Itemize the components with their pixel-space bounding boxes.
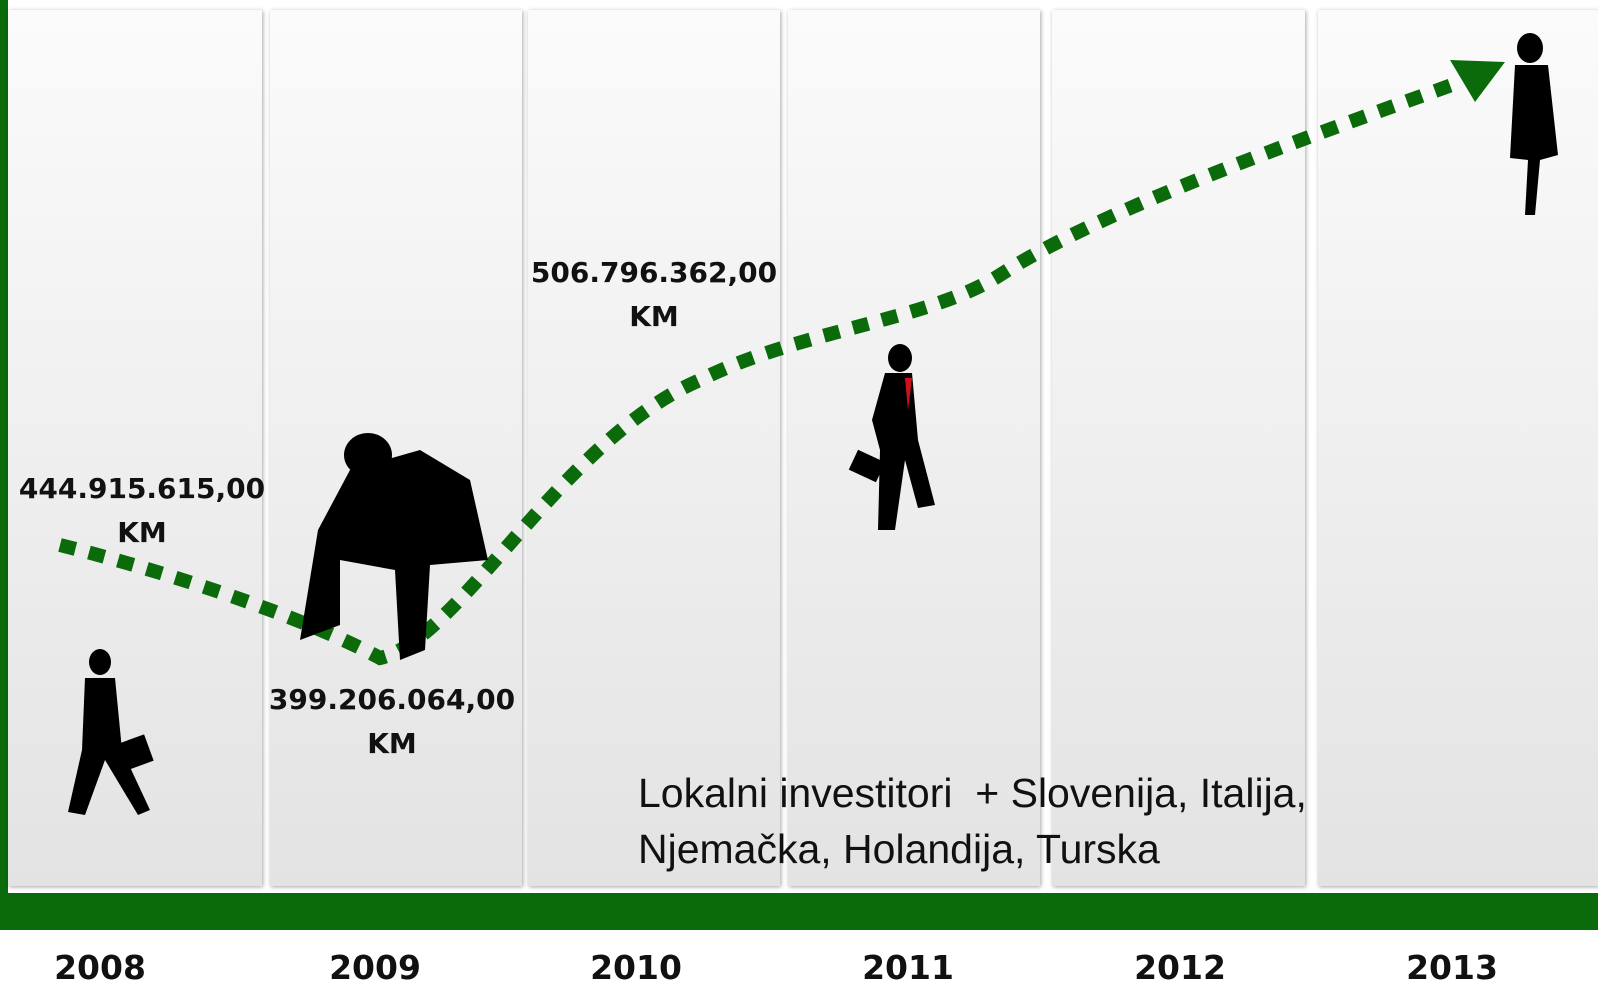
note-line: Lokalni investitori + Slovenija, Italija… [638, 770, 1307, 817]
year-label: 2008 [0, 948, 200, 987]
year-label: 2011 [808, 948, 1008, 987]
year-label: 2013 [1352, 948, 1552, 987]
amount-unit: KM [0, 511, 292, 555]
figure-walking [68, 649, 154, 815]
figure-climbing [849, 344, 935, 530]
trend-line [60, 82, 1460, 658]
slide: {"years": ["2008", "2009", "2010", "2011… [0, 0, 1598, 1005]
amount-unit: KM [504, 295, 804, 339]
year-label: 2010 [536, 948, 736, 987]
year-label: 2009 [275, 948, 475, 987]
amount-unit: KM [242, 722, 542, 766]
figure-standing [1510, 33, 1558, 215]
amount-value: 506.796.362,00 [504, 251, 804, 295]
year-label: 2012 [1080, 948, 1280, 987]
arrow-head [1450, 60, 1505, 102]
figure-sitting [300, 433, 488, 660]
amount-value: 444.915.615,00 [0, 467, 292, 511]
amount-value: 399.206.064,00 [242, 678, 542, 722]
note-line: Njemačka, Holandija, Turska [638, 826, 1160, 873]
